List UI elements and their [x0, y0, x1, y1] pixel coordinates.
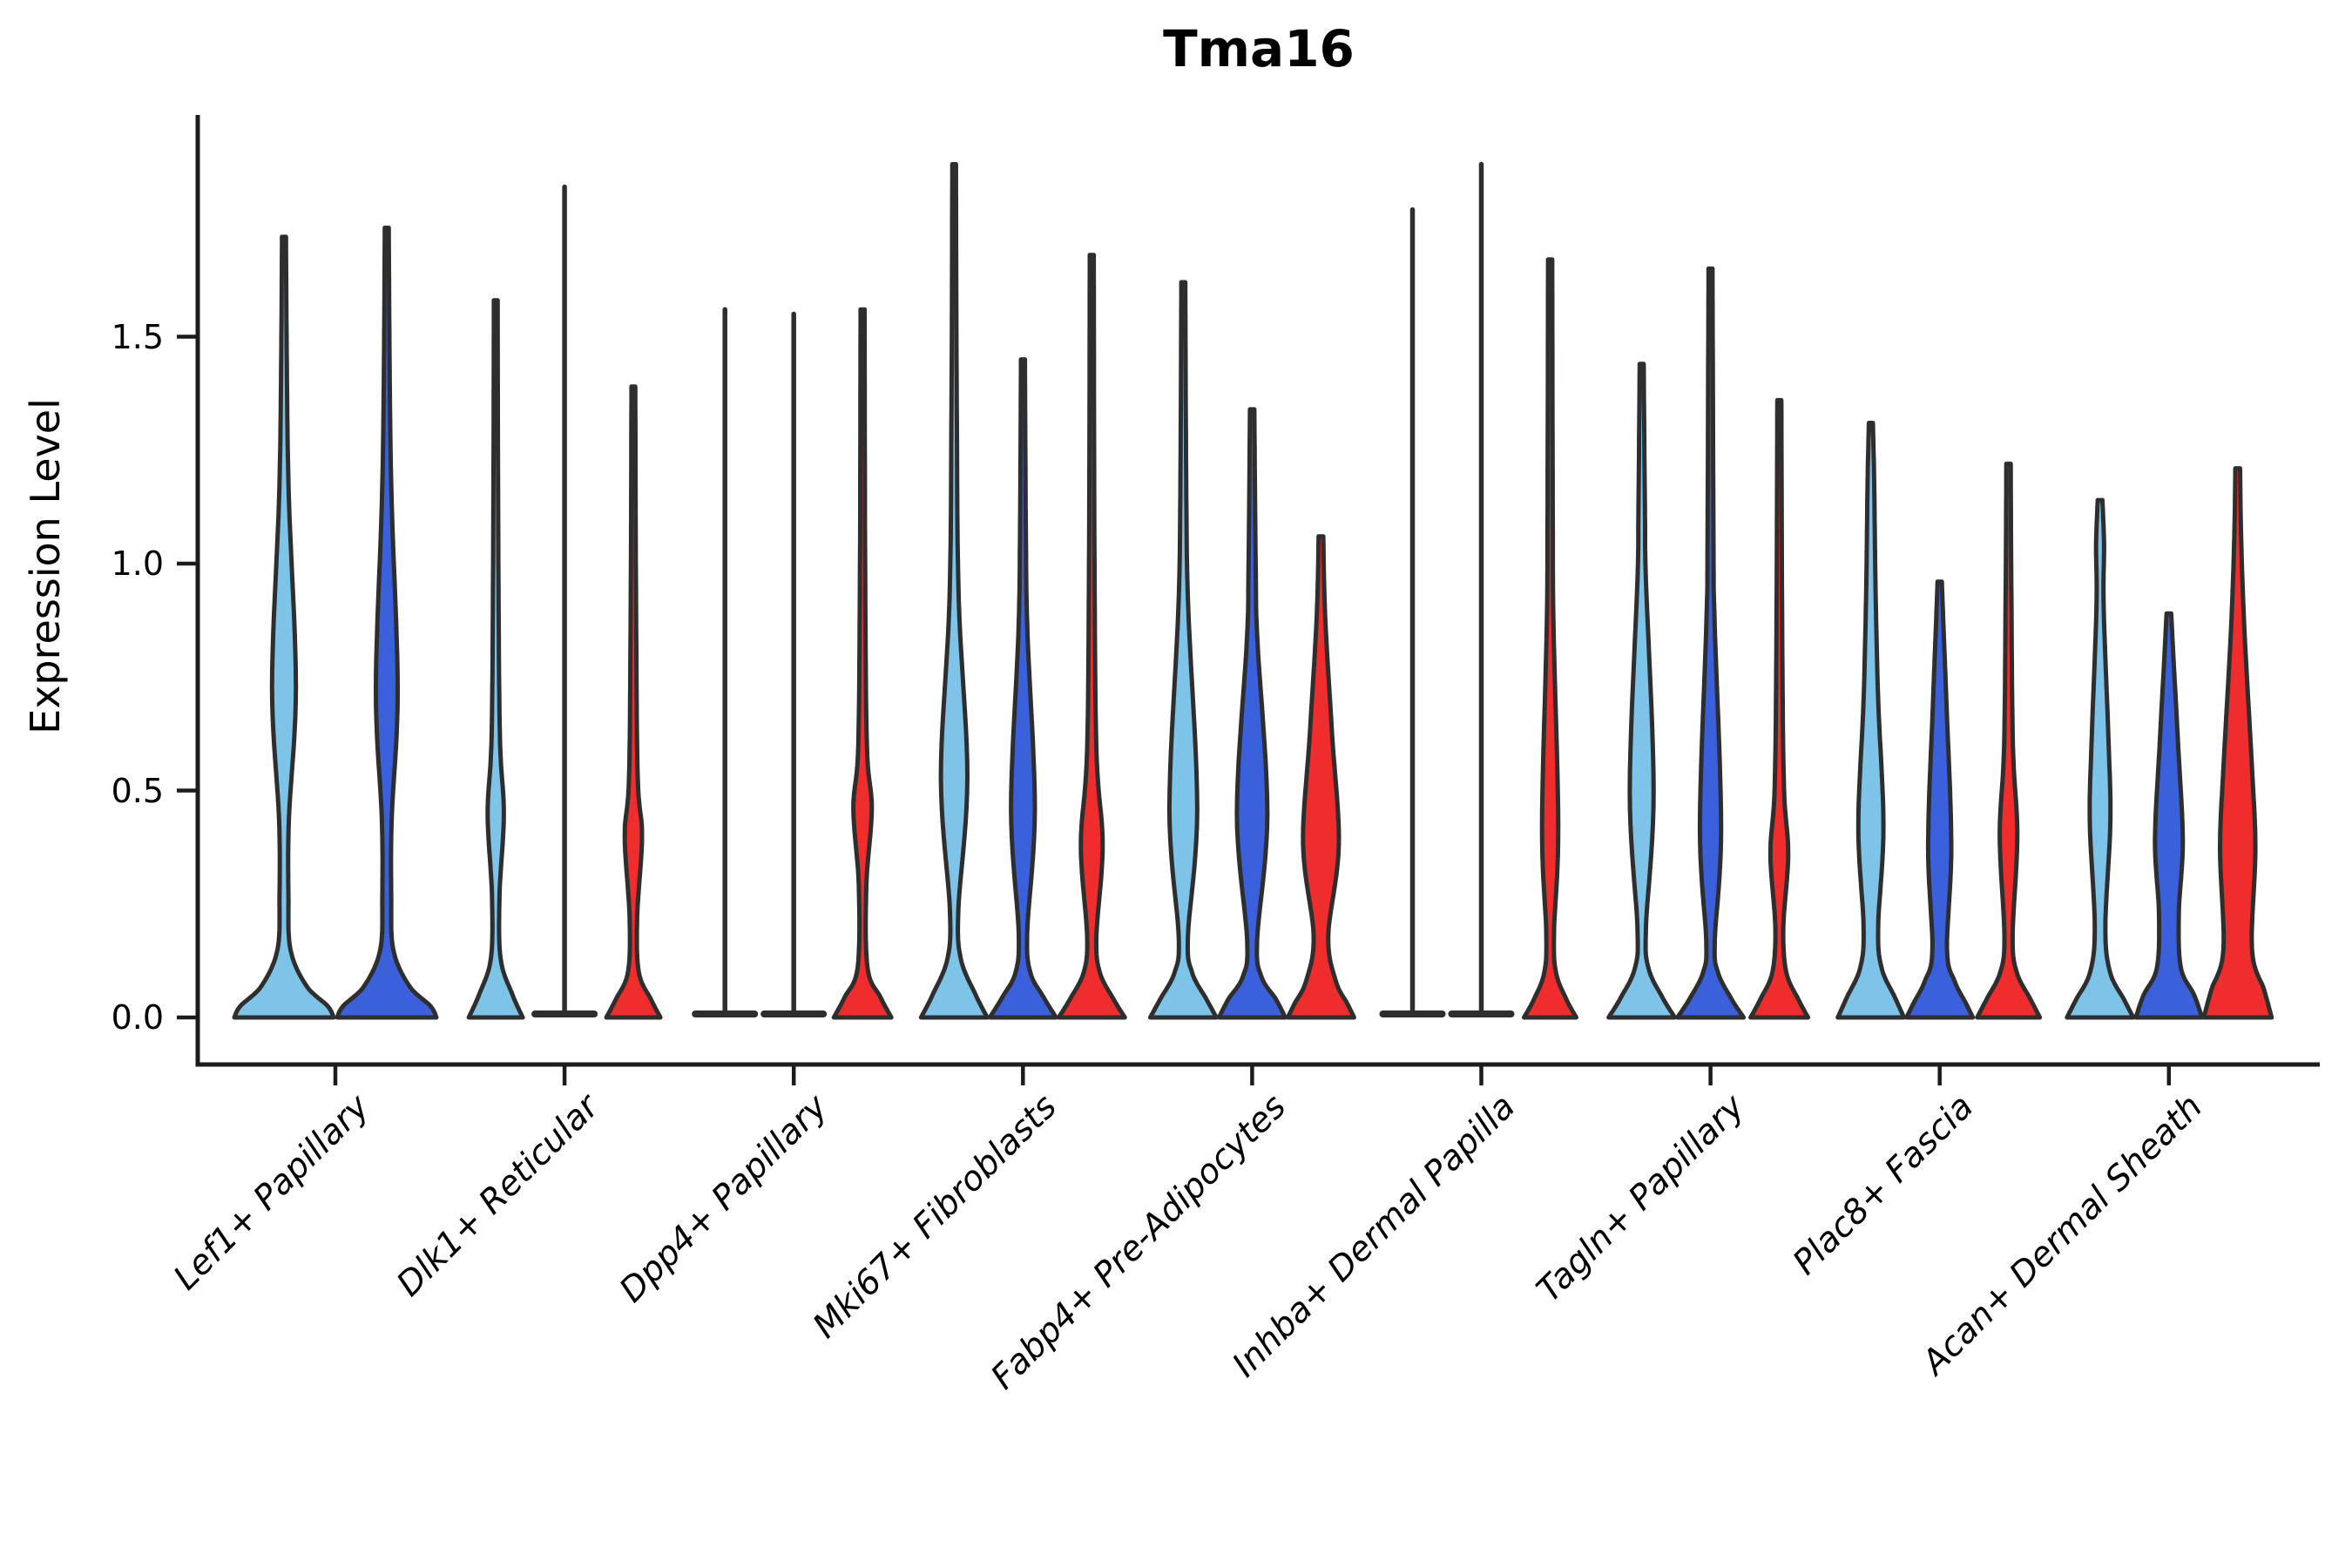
y-tick-label-3: 1.5	[111, 317, 164, 356]
violins	[232, 161, 2274, 1020]
y-tick-label-0: 0.0	[111, 998, 164, 1037]
axes	[177, 115, 2320, 1085]
page-title: Tma16	[1163, 19, 1355, 78]
y-tick-label-1: 0.5	[111, 771, 164, 810]
y-tick-label-2: 1.0	[111, 544, 164, 583]
